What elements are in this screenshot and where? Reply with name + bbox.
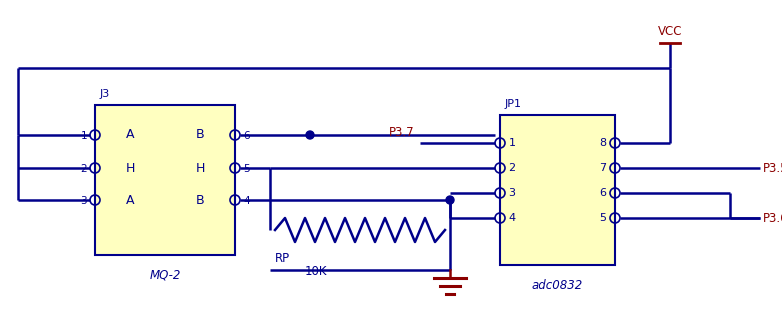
- Text: 6: 6: [243, 131, 249, 141]
- Text: MQ-2: MQ-2: [149, 269, 181, 282]
- Text: B: B: [196, 128, 204, 141]
- Text: B: B: [196, 194, 204, 207]
- Text: 5: 5: [243, 164, 249, 174]
- Text: 6: 6: [600, 188, 607, 198]
- Text: 2: 2: [81, 164, 87, 174]
- Text: 7: 7: [600, 163, 607, 173]
- Text: P3.5: P3.5: [763, 162, 782, 174]
- Bar: [95, 105, 235, 255]
- Text: J3: J3: [100, 89, 110, 99]
- Text: A: A: [126, 128, 135, 141]
- Circle shape: [446, 196, 454, 204]
- Text: A: A: [126, 194, 135, 207]
- Circle shape: [306, 131, 314, 139]
- Text: JP1: JP1: [505, 99, 522, 109]
- Text: 10K: 10K: [305, 265, 328, 278]
- Text: VCC: VCC: [658, 25, 682, 38]
- Text: 5: 5: [600, 213, 607, 223]
- Text: H: H: [125, 162, 135, 174]
- Text: 3: 3: [508, 188, 515, 198]
- Text: 8: 8: [600, 138, 607, 148]
- Text: 4: 4: [508, 213, 515, 223]
- Text: 1: 1: [81, 131, 87, 141]
- Text: 2: 2: [508, 163, 515, 173]
- Text: P3.7: P3.7: [389, 126, 415, 139]
- Text: 1: 1: [508, 138, 515, 148]
- Text: 4: 4: [243, 196, 249, 206]
- Text: P3.6: P3.6: [763, 211, 782, 224]
- Text: adc0832: adc0832: [532, 279, 583, 292]
- Bar: [500, 115, 615, 265]
- Text: H: H: [196, 162, 205, 174]
- Text: RP: RP: [275, 252, 290, 265]
- Text: 3: 3: [81, 196, 87, 206]
